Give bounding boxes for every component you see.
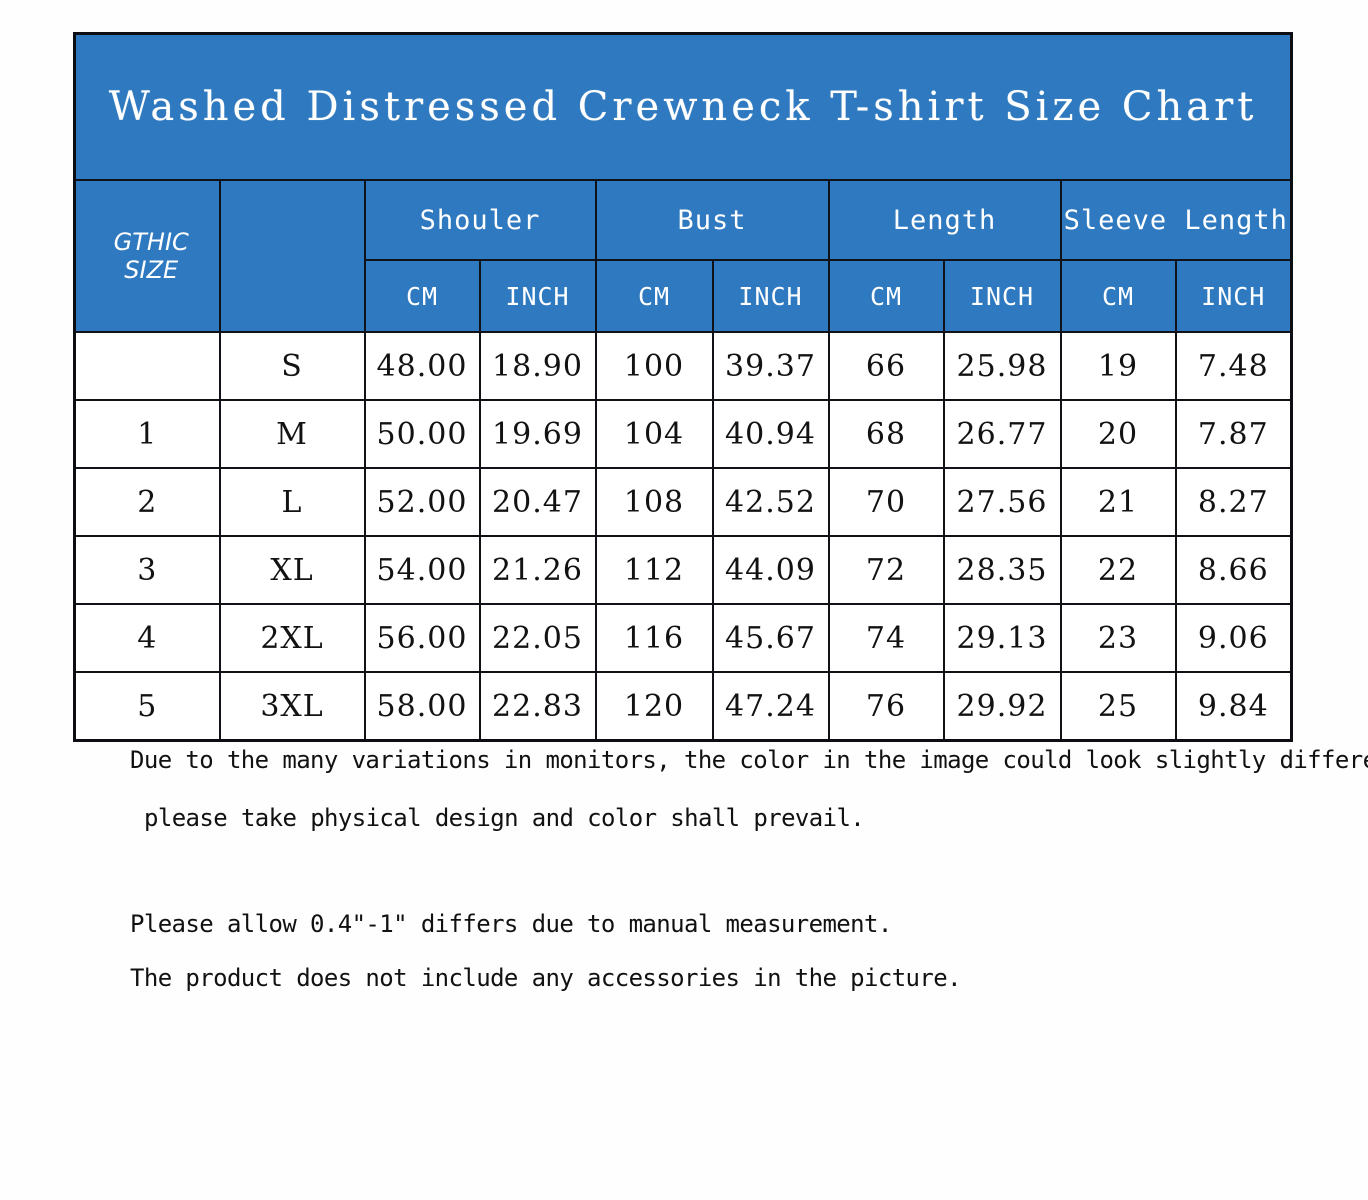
shoulder-inch: 22.83 [478, 671, 597, 742]
shoulder-cm: 52.00 [363, 467, 481, 537]
shoulder-inch: 20.47 [478, 467, 597, 537]
group-header-shoulder: Shouler [363, 179, 597, 261]
brand-size-label: GTHIC SIZE [73, 179, 221, 333]
sleeve-inch: 8.27 [1174, 467, 1293, 537]
size-chart-container: Washed Distressed Crewneck T-shirt Size … [73, 32, 1294, 742]
length-cm: 72 [827, 535, 945, 605]
table-row: S 48.00 18.90 100 39.37 66 25.98 19 7.48 [73, 331, 1293, 401]
row-number: 2 [73, 467, 221, 537]
unit-header-length-inch: INCH [942, 259, 1062, 333]
bust-inch: 42.52 [711, 467, 830, 537]
page-title: Washed Distressed Crewneck T-shirt Size … [73, 32, 1293, 181]
table-row: 1 M 50.00 19.69 104 40.94 68 26.77 20 7.… [73, 399, 1293, 469]
unit-header-bust-inch: INCH [711, 259, 830, 333]
bust-inch: 40.94 [711, 399, 830, 469]
group-header-bust: Bust [594, 179, 830, 261]
unit-header-row: CM INCH CM INCH CM INCH CM INCH [75, 259, 1293, 333]
row-number: 5 [73, 671, 221, 742]
bust-cm: 116 [594, 603, 714, 673]
bust-cm: 100 [594, 331, 714, 401]
unit-header-sleeve-cm: CM [1059, 259, 1177, 333]
shoulder-inch: 22.05 [478, 603, 597, 673]
bust-inch: 39.37 [711, 331, 830, 401]
row-number: 1 [73, 399, 221, 469]
length-inch: 25.98 [942, 331, 1062, 401]
shoulder-cm: 58.00 [363, 671, 481, 742]
row-size-label: L [218, 467, 366, 537]
bust-cm: 108 [594, 467, 714, 537]
length-cm: 76 [827, 671, 945, 742]
sleeve-cm: 20 [1059, 399, 1177, 469]
bust-cm: 104 [594, 399, 714, 469]
unit-header-sleeve-inch: INCH [1174, 259, 1293, 333]
note-monitor-variation-line2: please take physical design and color sh… [144, 804, 865, 832]
table-row: 2 L 52.00 20.47 108 42.52 70 27.56 21 8.… [73, 467, 1293, 537]
row-size-label: 2XL [218, 603, 366, 673]
note-measurement-tolerance: Please allow 0.4"-1" differs due to manu… [130, 910, 892, 938]
sleeve-cm: 25 [1059, 671, 1177, 742]
table-row: 5 3XL 58.00 22.83 120 47.24 76 29.92 25 … [73, 671, 1293, 742]
length-inch: 29.13 [942, 603, 1062, 673]
row-size-label: M [218, 399, 366, 469]
shoulder-cm: 54.00 [363, 535, 481, 605]
unit-header-shoulder-cm: CM [363, 259, 481, 333]
length-cm: 70 [827, 467, 945, 537]
unit-header-bust-cm: CM [594, 259, 714, 333]
group-header-length: Length [827, 179, 1062, 261]
length-cm: 74 [827, 603, 945, 673]
length-inch: 29.92 [942, 671, 1062, 742]
group-header-sleeve-length: Sleeve Length [1059, 179, 1293, 261]
unit-header-length-cm: CM [827, 259, 945, 333]
bust-inch: 47.24 [711, 671, 830, 742]
note-monitor-variation-line1: Due to the many variations in monitors, … [130, 746, 1368, 774]
length-inch: 28.35 [942, 535, 1062, 605]
row-number: 4 [73, 603, 221, 673]
bust-inch: 44.09 [711, 535, 830, 605]
table-row: 3 XL 54.00 21.26 112 44.09 72 28.35 22 8… [73, 535, 1293, 605]
unit-header-shoulder-inch: INCH [478, 259, 597, 333]
row-size-label: 3XL [218, 671, 366, 742]
shoulder-cm: 50.00 [363, 399, 481, 469]
shoulder-cm: 56.00 [363, 603, 481, 673]
sleeve-cm: 19 [1059, 331, 1177, 401]
row-number: 3 [73, 535, 221, 605]
title-row: Washed Distressed Crewneck T-shirt Size … [73, 32, 1293, 181]
length-inch: 27.56 [942, 467, 1062, 537]
bust-inch: 45.67 [711, 603, 830, 673]
bust-cm: 120 [594, 671, 714, 742]
size-column-header [218, 179, 366, 333]
sleeve-inch: 8.66 [1174, 535, 1293, 605]
length-cm: 68 [827, 399, 945, 469]
sleeve-cm: 22 [1059, 535, 1177, 605]
row-number [73, 331, 221, 401]
sleeve-cm: 21 [1059, 467, 1177, 537]
sleeve-inch: 7.48 [1174, 331, 1293, 401]
length-cm: 66 [827, 331, 945, 401]
bust-cm: 112 [594, 535, 714, 605]
length-inch: 26.77 [942, 399, 1062, 469]
shoulder-inch: 21.26 [478, 535, 597, 605]
sleeve-cm: 23 [1059, 603, 1177, 673]
row-size-label: S [218, 331, 366, 401]
sleeve-inch: 9.84 [1174, 671, 1293, 742]
shoulder-cm: 48.00 [363, 331, 481, 401]
shoulder-inch: 19.69 [478, 399, 597, 469]
row-size-label: XL [218, 535, 366, 605]
sleeve-inch: 9.06 [1174, 603, 1293, 673]
table-row: 4 2XL 56.00 22.05 116 45.67 74 29.13 23 … [73, 603, 1293, 673]
shoulder-inch: 18.90 [478, 331, 597, 401]
sleeve-inch: 7.87 [1174, 399, 1293, 469]
group-header-row: GTHIC SIZE Shouler Bust Length Sleeve Le… [73, 179, 1293, 333]
size-chart-table: Washed Distressed Crewneck T-shirt Size … [73, 32, 1294, 742]
note-accessories-excluded: The product does not include any accesso… [130, 964, 962, 992]
